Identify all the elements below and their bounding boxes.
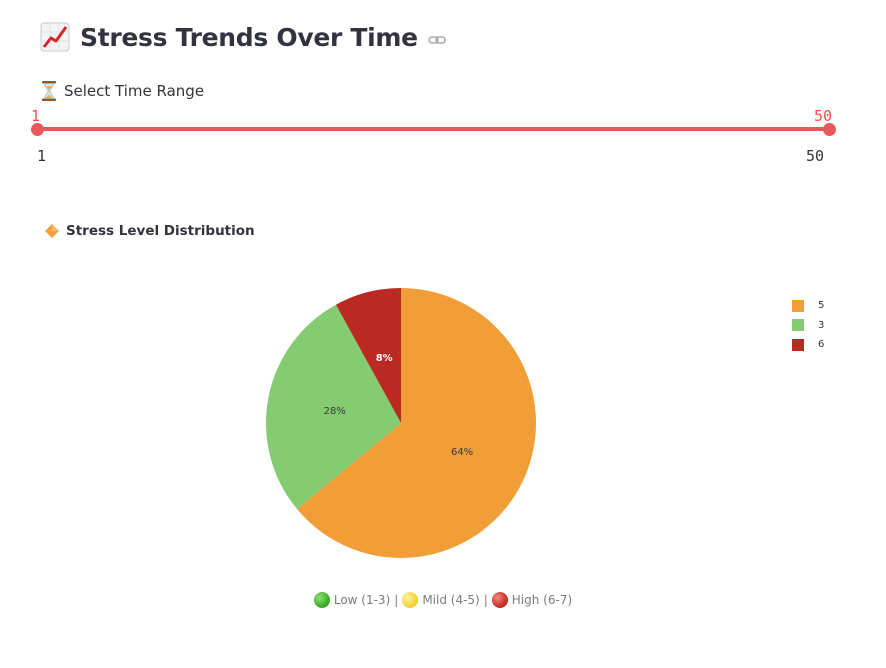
low-range-label: Low (1-3) bbox=[333, 593, 391, 607]
time-range-label-row: Select Time Range bbox=[40, 80, 204, 102]
yellow-circle-icon bbox=[402, 592, 419, 608]
page-header: Stress Trends Over Time bbox=[40, 22, 446, 52]
legend-item[interactable]: 3 bbox=[792, 316, 824, 336]
caption-separator: | bbox=[483, 593, 488, 607]
stress-scale-caption: Low (1-3) | Mild (4-5) | High (6-7) bbox=[0, 592, 886, 608]
link-icon[interactable] bbox=[428, 31, 446, 49]
slider-max-label: 50 bbox=[806, 147, 825, 165]
slider-low-value: 1 bbox=[31, 107, 41, 125]
page-title: Stress Trends Over Time bbox=[80, 22, 418, 52]
mild-range-label: Mild (4-5) bbox=[422, 593, 480, 607]
pie-slice-3[interactable] bbox=[266, 304, 401, 510]
legend-item[interactable]: 6 bbox=[792, 335, 824, 355]
slider-low-handle[interactable] bbox=[31, 123, 44, 136]
legend-label: 6 bbox=[818, 339, 825, 351]
green-circle-icon bbox=[313, 592, 330, 608]
slider-high-handle[interactable] bbox=[823, 123, 836, 136]
hourglass-icon bbox=[42, 81, 56, 101]
high-range-label: High (6-7) bbox=[511, 593, 573, 607]
pie-slice-label: 8% bbox=[376, 353, 393, 364]
chart-increasing-icon bbox=[40, 22, 70, 52]
pie-slice-6[interactable] bbox=[335, 288, 401, 423]
orange-diamond-icon bbox=[45, 224, 59, 238]
legend-label: 3 bbox=[818, 319, 825, 331]
distribution-header: Stress Level Distribution bbox=[44, 223, 255, 239]
distribution-title: Stress Level Distribution bbox=[66, 223, 255, 239]
legend-swatch bbox=[792, 299, 804, 312]
slider-min-label: 1 bbox=[37, 147, 47, 165]
legend-swatch bbox=[792, 319, 804, 332]
pie-slice-5[interactable] bbox=[296, 288, 536, 558]
pie-slice-label: 28% bbox=[324, 406, 346, 417]
time-range-label: Select Time Range bbox=[64, 82, 205, 100]
chart-legend: 5 3 6 bbox=[792, 296, 824, 355]
pie-slice-label: 64% bbox=[451, 447, 473, 458]
legend-swatch bbox=[792, 338, 804, 351]
time-range-slider-track[interactable] bbox=[37, 127, 829, 131]
legend-item[interactable]: 5 bbox=[792, 296, 824, 316]
red-circle-icon bbox=[491, 592, 508, 608]
slider-high-value: 50 bbox=[814, 107, 833, 125]
legend-label: 5 bbox=[818, 300, 825, 312]
caption-separator: | bbox=[394, 593, 399, 607]
